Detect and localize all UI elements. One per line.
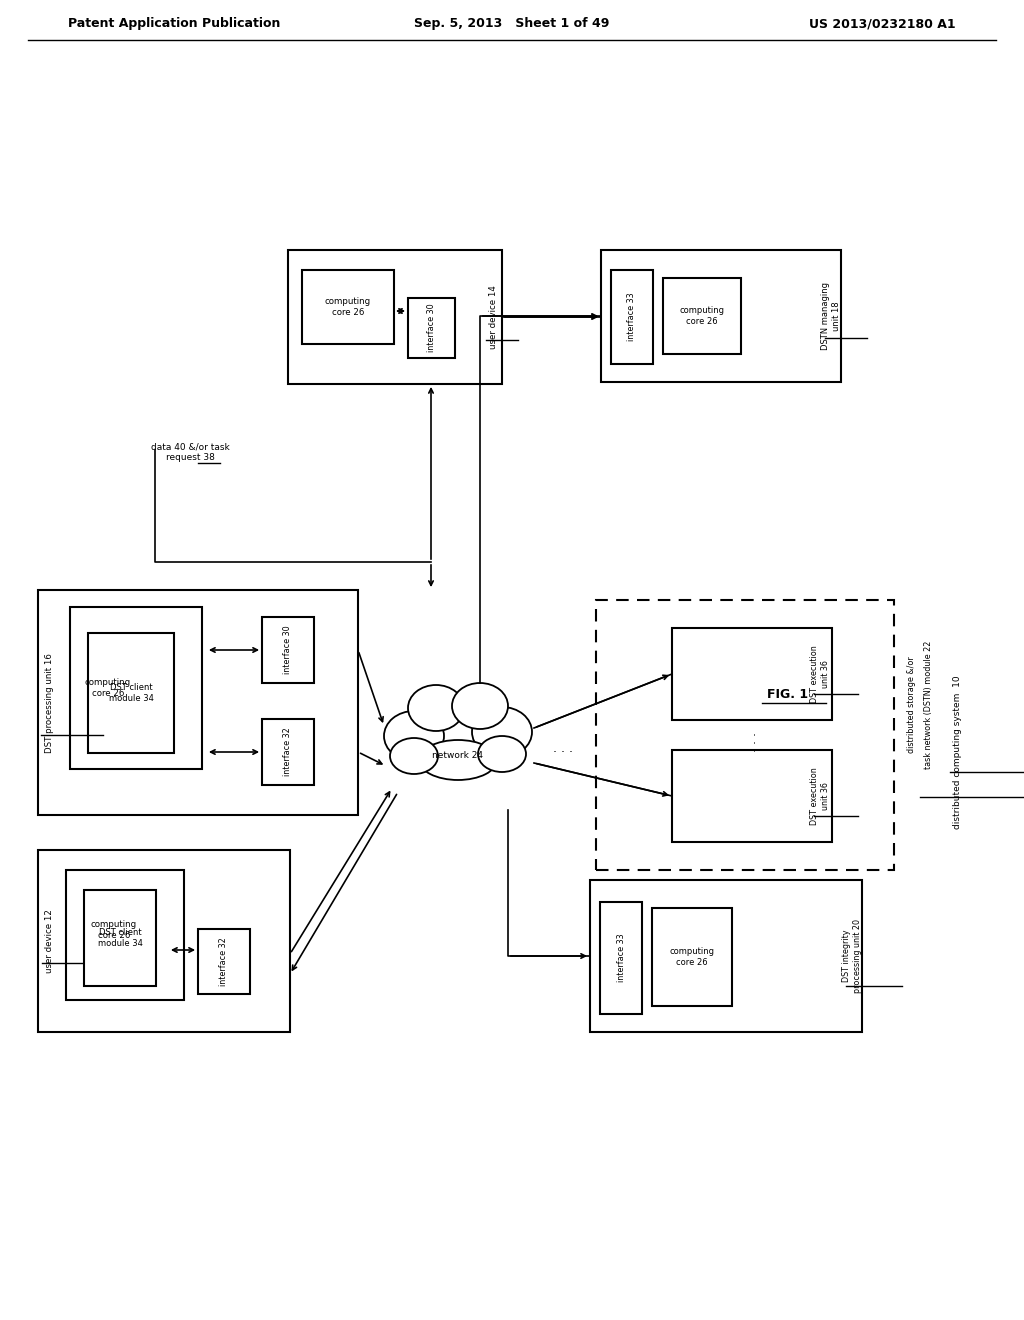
- Text: computing
core 26: computing core 26: [670, 948, 715, 966]
- Text: DST client
module 34: DST client module 34: [97, 928, 142, 948]
- Text: distributed computing system  10: distributed computing system 10: [953, 676, 963, 829]
- Text: interface 33: interface 33: [616, 933, 626, 982]
- Text: Sep. 5, 2013   Sheet 1 of 49: Sep. 5, 2013 Sheet 1 of 49: [415, 17, 609, 30]
- Text: computing
core 26: computing core 26: [325, 297, 371, 317]
- Text: interface 32: interface 32: [284, 727, 293, 776]
- Bar: [672, 628, 831, 719]
- Bar: [672, 750, 831, 842]
- Text: DST client
module 34: DST client module 34: [109, 684, 154, 702]
- Text: task network (DSTN) module 22: task network (DSTN) module 22: [924, 640, 933, 770]
- Text: user device 14: user device 14: [488, 285, 498, 348]
- Bar: [70, 607, 202, 770]
- Bar: [652, 908, 732, 1006]
- Text: DST processing unit 16: DST processing unit 16: [45, 653, 54, 752]
- Bar: [84, 890, 156, 986]
- Bar: [590, 880, 862, 1032]
- Text: DSTN managing
unit 18: DSTN managing unit 18: [821, 282, 841, 350]
- Ellipse shape: [390, 738, 438, 774]
- Bar: [596, 601, 894, 870]
- Text: . . .: . . .: [553, 742, 573, 755]
- Ellipse shape: [419, 741, 497, 780]
- Text: network 24: network 24: [432, 751, 483, 760]
- Text: US 2013/0232180 A1: US 2013/0232180 A1: [809, 17, 956, 30]
- Text: computing
core 26: computing core 26: [85, 678, 131, 698]
- Bar: [38, 590, 358, 814]
- Ellipse shape: [420, 710, 496, 766]
- Bar: [38, 850, 290, 1032]
- Text: Patent Application Publication: Patent Application Publication: [68, 17, 281, 30]
- Bar: [288, 249, 502, 384]
- Bar: [663, 279, 741, 354]
- Text: DST execution
unit 36: DST execution unit 36: [810, 645, 829, 702]
- Ellipse shape: [472, 708, 532, 756]
- Bar: [198, 929, 250, 994]
- Bar: [611, 271, 653, 364]
- Text: interface 33: interface 33: [628, 293, 637, 342]
- Text: user device 12: user device 12: [45, 909, 54, 973]
- Text: computing
core 26: computing core 26: [680, 306, 725, 326]
- Bar: [600, 902, 642, 1014]
- Ellipse shape: [478, 737, 526, 772]
- Bar: [302, 271, 394, 345]
- Bar: [66, 870, 184, 1001]
- Ellipse shape: [452, 682, 508, 729]
- Text: DST integrity
processing unit 20: DST integrity processing unit 20: [843, 919, 862, 993]
- Bar: [408, 298, 455, 358]
- Bar: [88, 634, 174, 752]
- Text: interface 30: interface 30: [284, 626, 293, 675]
- Ellipse shape: [384, 711, 444, 762]
- Text: FIG. 1: FIG. 1: [767, 689, 809, 701]
- Bar: [601, 249, 841, 381]
- Text: computing
core 26: computing core 26: [91, 920, 137, 940]
- Text: interface 30: interface 30: [427, 304, 435, 352]
- Text: data 40 &/or task
request 38: data 40 &/or task request 38: [151, 442, 229, 462]
- Text: DST execution
unit 36: DST execution unit 36: [810, 767, 829, 825]
- Text: . . .: . . .: [745, 733, 759, 752]
- Text: interface 32: interface 32: [219, 937, 228, 986]
- Bar: [262, 719, 314, 785]
- Bar: [262, 616, 314, 682]
- Text: distributed storage &/or: distributed storage &/or: [907, 656, 916, 754]
- Ellipse shape: [408, 685, 464, 731]
